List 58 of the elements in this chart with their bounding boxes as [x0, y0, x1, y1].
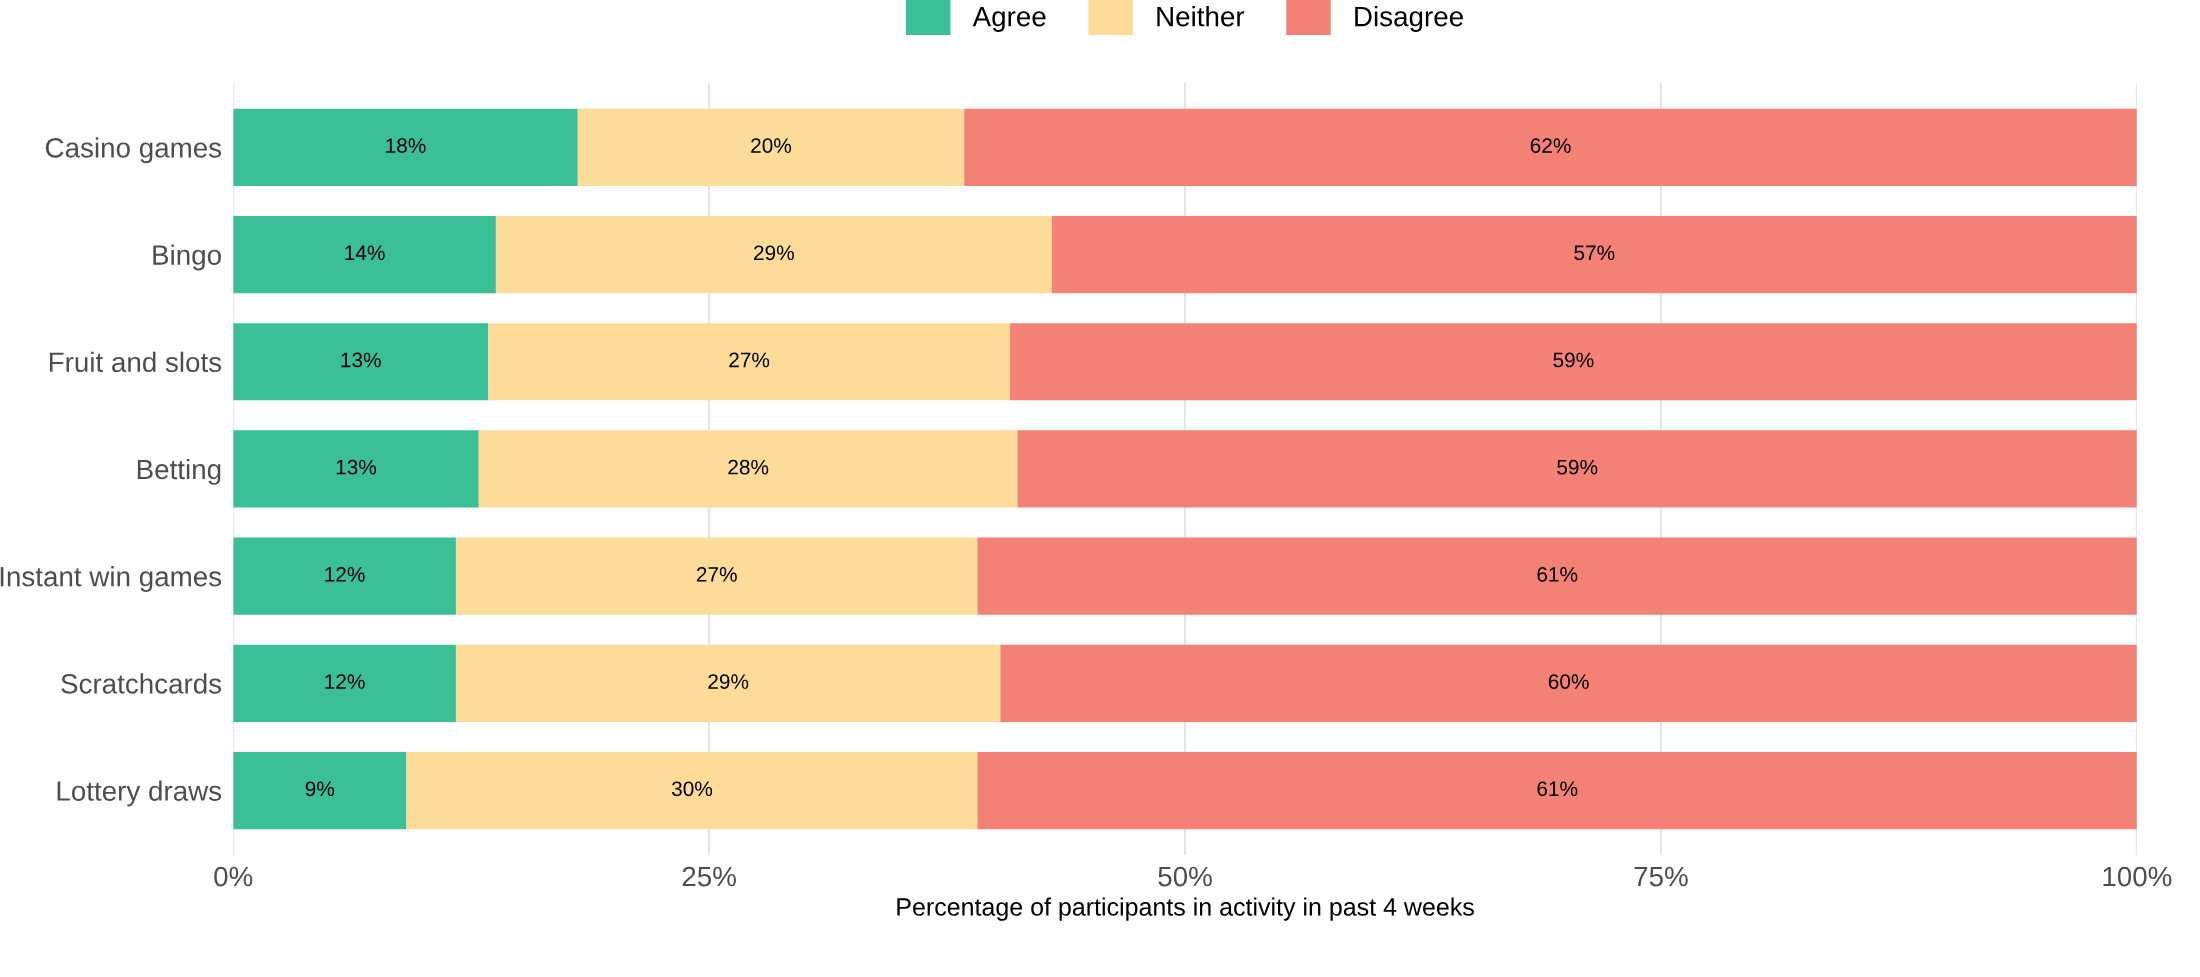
bar: [577, 108, 965, 186]
x-tick-label: 75%: [1634, 866, 1688, 887]
data-label: 29%: [708, 674, 749, 689]
bar: [233, 644, 456, 722]
data-label: 59%: [1557, 459, 1598, 475]
x-tick-label: 100%: [2103, 866, 2172, 887]
data-label: 30%: [671, 781, 713, 797]
data-label: 13%: [341, 352, 381, 368]
x-tick-label: 25%: [682, 866, 736, 887]
x-tick-label: 50%: [1158, 866, 1212, 887]
legend-label: Neither: [1157, 6, 1245, 27]
data-label: 29%: [754, 245, 794, 261]
x-tick-label: 0%: [214, 866, 253, 887]
bar: [233, 430, 479, 508]
bar: [455, 644, 1001, 722]
y-tick-label: Casino games: [45, 137, 222, 164]
data-label: 61%: [1537, 567, 1578, 582]
bar: [964, 108, 2137, 186]
legend-label: Disagree: [1355, 6, 1463, 32]
data-label: 20%: [751, 138, 792, 153]
data-label: 12%: [325, 567, 365, 582]
data-label: 61%: [1537, 781, 1578, 797]
bar: [478, 430, 1018, 508]
data-label: 57%: [1574, 245, 1615, 261]
bar: [495, 215, 1052, 294]
y-tick-label: Bingo: [153, 244, 221, 271]
y-tick-label: Lottery draws: [57, 780, 222, 807]
bar: [1017, 430, 2137, 508]
data-label: 13%: [336, 459, 377, 475]
legend-label: Agree: [972, 7, 1046, 32]
data-label: 14%: [345, 245, 385, 261]
bar: [233, 108, 578, 186]
bar: [233, 323, 489, 401]
y-tick-label: Fruit and slots: [49, 351, 222, 373]
data-label: 27%: [729, 352, 770, 368]
bar: [233, 537, 456, 615]
bar: [406, 751, 978, 830]
data-label: 27%: [696, 567, 737, 582]
bar: [1000, 644, 2137, 722]
data-label: 9%: [305, 781, 335, 797]
data-label: 59%: [1553, 352, 1594, 368]
data-label: 12%: [325, 674, 365, 689]
bar: [488, 323, 1010, 401]
y-tick-label: Instant win games: [0, 566, 222, 592]
bar: [233, 215, 496, 294]
bar: [977, 751, 2137, 830]
data-label: 18%: [386, 138, 426, 153]
bar: [1009, 323, 2137, 401]
bar: [1051, 215, 2137, 294]
bar: [233, 751, 407, 830]
data-label: 28%: [728, 459, 769, 475]
bar: [977, 537, 2137, 615]
bar: [455, 537, 978, 615]
data-label: 62%: [1530, 138, 1571, 153]
data-label: 60%: [1548, 674, 1589, 689]
x-axis-title: Percentage of participants in activity in past 4 weeks: [897, 897, 1474, 921]
y-tick-label: Betting: [137, 458, 221, 485]
y-tick-label: Scratchcards: [61, 673, 222, 694]
